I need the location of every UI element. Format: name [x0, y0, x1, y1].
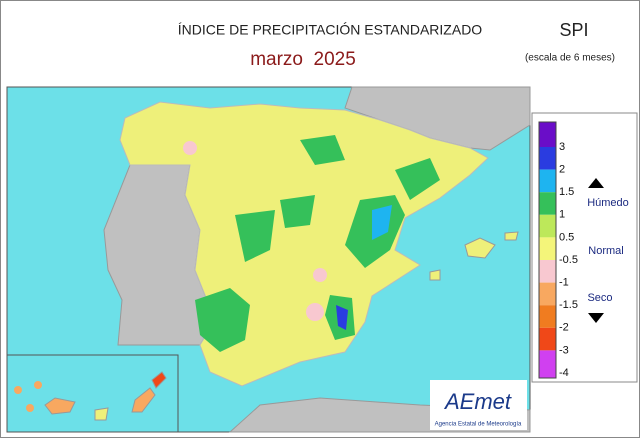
- map: [6, 86, 531, 433]
- legend-label: -1: [559, 277, 569, 289]
- logo: AEmet Agencia Estatal de Meteorología: [430, 380, 527, 430]
- ibiza: [429, 269, 441, 281]
- menorca: [504, 231, 519, 241]
- wet-area: [395, 158, 440, 200]
- wet-area: [300, 135, 345, 165]
- legend-label: 1.5: [559, 186, 574, 198]
- legend-label: -0.5: [559, 254, 578, 266]
- legend-swatch: [539, 122, 556, 147]
- title: ÍNDICE DE PRECIPITACIÓN ESTANDARIZADO: [178, 22, 483, 38]
- legend-label: 3: [559, 141, 565, 153]
- legend-label: -4: [559, 367, 569, 379]
- legend-swatch: [539, 327, 556, 351]
- legend-swatch: [539, 350, 556, 373]
- wet-area: [235, 210, 275, 262]
- legend-bar-outline: [538, 121, 557, 379]
- legend-swatch: [539, 282, 556, 306]
- dry-area: [183, 141, 197, 155]
- legend-swatch: [539, 169, 556, 193]
- legend-wet: Húmedo: [587, 197, 629, 209]
- dry-area: [306, 303, 324, 321]
- legend: Húmedo Normal Seco 3 2 1.5 1 0.5 -0.5 -1 -1.5 -2…: [531, 112, 638, 383]
- logo-box: [430, 380, 527, 430]
- legend-label: -3: [559, 344, 569, 356]
- legend-swatch: [539, 147, 556, 170]
- dry-arrow: [588, 313, 604, 323]
- wet-area: [372, 205, 392, 240]
- island: [151, 371, 167, 389]
- legend-label: -1.5: [559, 299, 578, 311]
- wet-area: [195, 288, 250, 352]
- legend-swatch: [539, 305, 556, 328]
- legend-label: 1: [559, 209, 565, 221]
- island: [131, 387, 156, 413]
- island: [44, 397, 76, 415]
- legend-swatch: [539, 373, 556, 378]
- legend-swatch: [539, 260, 556, 283]
- legend-label: 2: [559, 164, 565, 176]
- island: [26, 404, 34, 412]
- legend-normal: Normal: [588, 245, 623, 257]
- legend-dry: Seco: [587, 292, 612, 304]
- legend-label: 0.5: [559, 231, 574, 243]
- subtitle: marzo 2025: [250, 49, 356, 70]
- legend-swatch: [539, 214, 556, 238]
- scale-note: (escala de 6 meses): [525, 53, 615, 64]
- island: [14, 386, 22, 394]
- very-wet-area: [336, 305, 348, 330]
- legend-swatch: [539, 237, 556, 260]
- wet-area: [280, 195, 315, 228]
- legend-swatch: [539, 192, 556, 215]
- dry-area: [313, 268, 327, 282]
- logo-name: AEmet: [443, 389, 512, 414]
- index-name: SPI: [559, 20, 588, 40]
- island: [94, 407, 109, 421]
- legend-label: -2: [559, 322, 569, 334]
- island: [34, 381, 42, 389]
- spain: [119, 101, 489, 387]
- mallorca: [464, 237, 496, 259]
- logo-caption: Agencia Estatal de Meteorología: [435, 422, 522, 428]
- wet-arrow: [588, 178, 604, 188]
